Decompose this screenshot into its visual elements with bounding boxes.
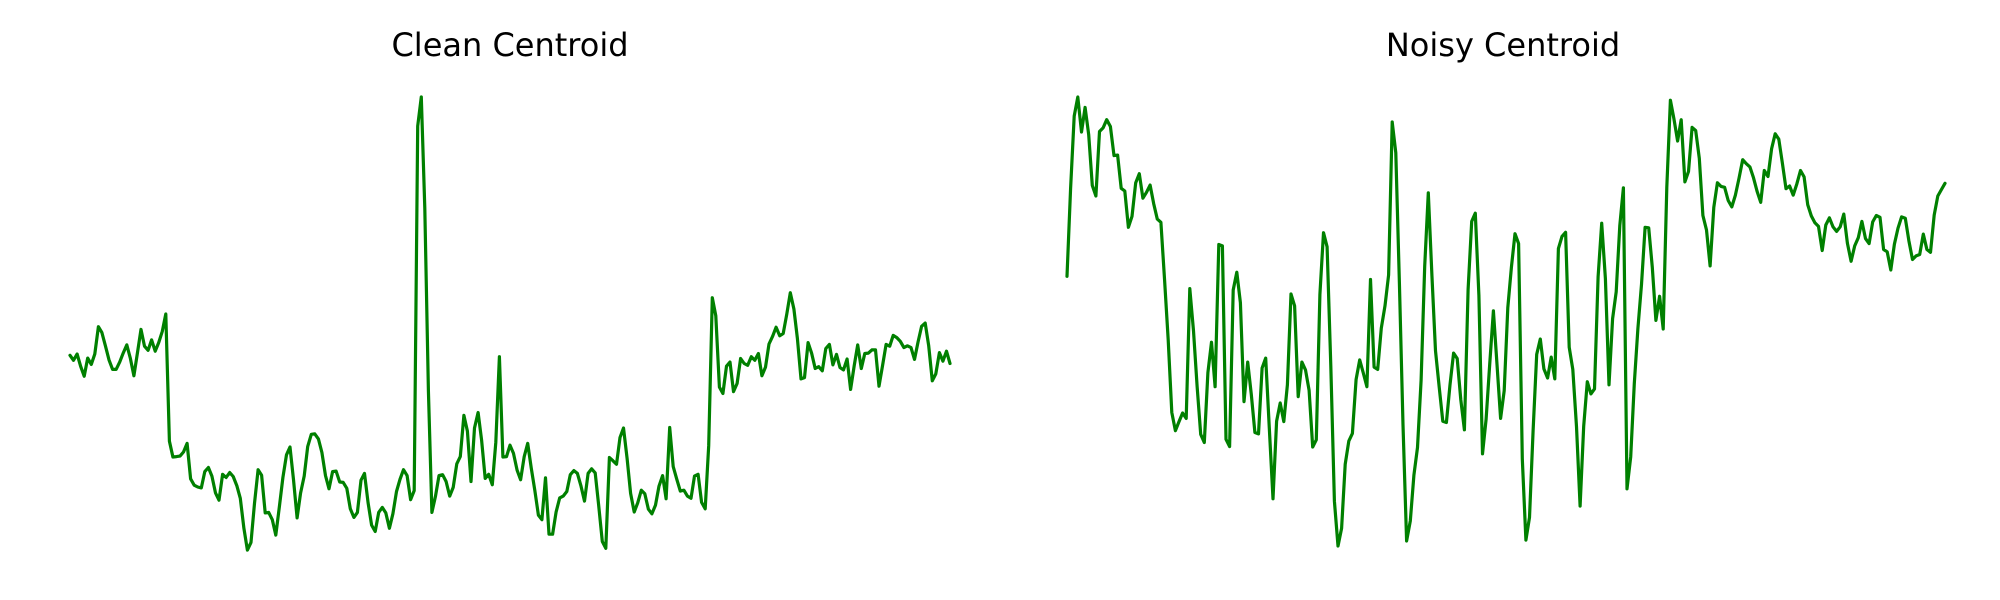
noisy-centroid-title: Noisy Centroid: [1386, 26, 1620, 64]
clean-centroid-panel: Clean Centroid: [68, 26, 952, 552]
noisy-centroid-panel: Noisy Centroid: [1065, 26, 1947, 548]
noisy-centroid-series-line: [1065, 95, 1947, 548]
clean-centroid-series-line: [68, 95, 952, 552]
clean-centroid-title: Clean Centroid: [391, 26, 628, 64]
